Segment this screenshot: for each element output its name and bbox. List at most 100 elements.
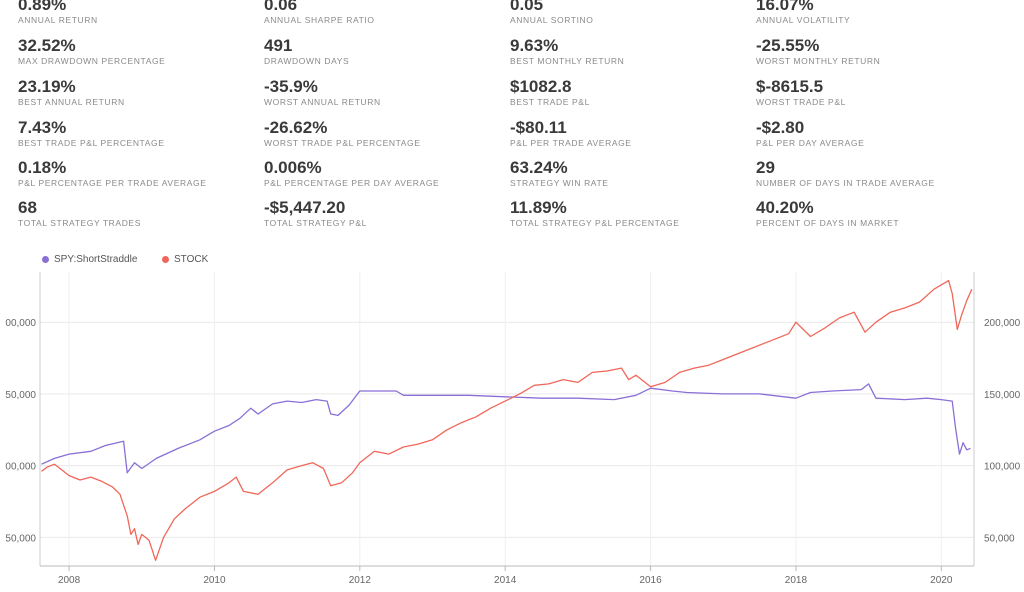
stat-value: 0.05 <box>510 0 544 14</box>
stat-label: NUMBER OF DAYS IN TRADE AVERAGE <box>756 178 935 188</box>
legend-dot-icon <box>162 255 169 263</box>
y-tick-label-right: 200,000 <box>984 318 1021 329</box>
stat-value: -$80.11 <box>510 118 567 137</box>
stat-label: WORST TRADE P&L PERCENTAGE <box>264 138 421 148</box>
legend-item-spy-shortstraddle[interactable]: SPY:ShortStraddle <box>42 252 137 269</box>
series-lines <box>41 279 973 561</box>
stat-drawdown-days: 491 DRAWDOWN DAYS <box>264 36 504 67</box>
stat-strategy-win-rate: 63.24% STRATEGY WIN RATE <box>510 158 750 189</box>
y-tick-label-right: 50,000 <box>984 533 1015 544</box>
stat-label: BEST TRADE P&L <box>510 97 590 107</box>
stat-label: ANNUAL SHARPE RATIO <box>264 15 375 25</box>
stat-best-trade-pl-percentage: 7.43% BEST TRADE P&L PERCENTAGE <box>18 118 258 149</box>
stats-grid: 0.89% ANNUAL RETURN 0.06 ANNUAL SHARPE R… <box>0 0 1024 240</box>
legend-label: STOCK <box>174 254 209 265</box>
stat-best-monthly-return: 9.63% BEST MONTHLY RETURN <box>510 36 750 67</box>
stat-value: 0.006% <box>264 158 322 177</box>
stat-value: -25.55% <box>756 36 820 55</box>
stat-label: TOTAL STRATEGY P&L PERCENTAGE <box>510 218 680 228</box>
y-tick-label-left: 50,000 <box>5 533 36 544</box>
series-line-stock <box>41 279 973 561</box>
stat-value: -26.62% <box>264 118 328 137</box>
stat-value: 32.52% <box>18 36 76 55</box>
stat-label: WORST MONTHLY RETURN <box>756 56 881 66</box>
stat-value: 29 <box>756 158 775 177</box>
stat-label: P&L PER TRADE AVERAGE <box>510 138 632 148</box>
stat-pl-per-day-average: -$2.80 P&L PER DAY AVERAGE <box>756 118 996 149</box>
stat-worst-trade-pl: $-8615.5 WORST TRADE P&L <box>756 77 996 108</box>
stat-value: 23.19% <box>18 77 76 96</box>
stat-label: P&L PERCENTAGE PER TRADE AVERAGE <box>18 178 207 188</box>
stat-pl-per-trade-average: -$80.11 P&L PER TRADE AVERAGE <box>510 118 750 149</box>
x-tick-label: 2010 <box>203 575 226 586</box>
x-tick-label: 2016 <box>639 575 662 586</box>
stat-total-strategy-pl-percentage: 11.89% TOTAL STRATEGY P&L PERCENTAGE <box>510 198 750 229</box>
equity-line-chart: 50,000 100,000 150,000 200,000 50,000 00,000 5… <box>5 272 1021 586</box>
stat-best-annual-return: 23.19% BEST ANNUAL RETURN <box>18 77 258 108</box>
stat-label: PERCENT OF DAYS IN MARKET <box>756 218 900 228</box>
stat-label: WORST ANNUAL RETURN <box>264 97 381 107</box>
stat-value: 0.06 <box>264 0 298 14</box>
stat-value: -$5,447.20 <box>264 198 346 217</box>
stat-label: WORST TRADE P&L <box>756 97 846 107</box>
stat-label: MAX DRAWDOWN PERCENTAGE <box>18 56 166 66</box>
stat-value: 11.89% <box>510 198 567 217</box>
stat-annual-sharpe-ratio: 0.06 ANNUAL SHARPE RATIO <box>264 0 504 26</box>
stat-value: 491 <box>264 36 293 55</box>
grid <box>40 272 974 571</box>
stat-value: 16.07% <box>756 0 814 14</box>
stat-label: TOTAL STRATEGY TRADES <box>18 218 141 228</box>
stat-percent-of-days-in-market: 40.20% PERCENT OF DAYS IN MARKET <box>756 198 996 229</box>
x-tick-label: 2020 <box>930 575 953 586</box>
stat-pl-percentage-per-day-average: 0.006% P&L PERCENTAGE PER DAY AVERAGE <box>264 158 504 189</box>
stat-annual-sortino: 0.05 ANNUAL SORTINO <box>510 0 750 26</box>
stat-value: 0.89% <box>18 0 67 14</box>
stat-pl-percentage-per-trade-average: 0.18% P&L PERCENTAGE PER TRADE AVERAGE <box>18 158 258 189</box>
stat-label: STRATEGY WIN RATE <box>510 178 609 188</box>
x-tick-label: 2018 <box>785 575 808 586</box>
x-tick-label: 2014 <box>494 575 517 586</box>
stat-days-in-trade-average: 29 NUMBER OF DAYS IN TRADE AVERAGE <box>756 158 996 189</box>
stat-total-strategy-pl: -$5,447.20 TOTAL STRATEGY P&L <box>264 198 504 229</box>
stat-label: BEST TRADE P&L PERCENTAGE <box>18 138 165 148</box>
stat-value: 7.43% <box>18 118 67 137</box>
stat-label: ANNUAL RETURN <box>18 15 98 25</box>
stat-value: -35.9% <box>264 77 318 96</box>
stat-value: 40.20% <box>756 198 814 217</box>
stat-worst-trade-pl-percentage: -26.62% WORST TRADE P&L PERCENTAGE <box>264 118 504 149</box>
y-tick-label-right: 100,000 <box>984 462 1021 473</box>
y-tick-label-left: 00,000 <box>5 318 36 329</box>
stat-best-trade-pl: $1082.8 BEST TRADE P&L <box>510 77 750 108</box>
stat-label: BEST MONTHLY RETURN <box>510 56 625 66</box>
stat-label: P&L PER DAY AVERAGE <box>756 138 865 148</box>
stat-value: $-8615.5 <box>756 77 824 96</box>
legend-dot-icon <box>42 255 49 263</box>
stat-value: 63.24% <box>510 158 568 177</box>
stat-worst-monthly-return: -25.55% WORST MONTHLY RETURN <box>756 36 996 67</box>
stat-label: ANNUAL SORTINO <box>510 15 594 25</box>
stat-label: DRAWDOWN DAYS <box>264 56 350 66</box>
stat-label: ANNUAL VOLATILITY <box>756 15 851 25</box>
y-tick-label-left: 50,000 <box>5 390 36 401</box>
stat-worst-annual-return: -35.9% WORST ANNUAL RETURN <box>264 77 504 108</box>
stat-total-strategy-trades: 68 TOTAL STRATEGY TRADES <box>18 198 258 229</box>
series-line-spy-shortstraddle <box>41 383 971 474</box>
legend-item-stock[interactable]: STOCK <box>162 252 208 269</box>
x-tick-label: 2008 <box>58 575 81 586</box>
stat-label: BEST ANNUAL RETURN <box>18 97 125 107</box>
stat-value: 9.63% <box>510 36 559 55</box>
stat-value: 0.18% <box>18 158 67 177</box>
stat-max-drawdown-percentage: 32.52% MAX DRAWDOWN PERCENTAGE <box>18 36 258 67</box>
legend-label: SPY:ShortStraddle <box>54 254 138 265</box>
axis-labels: 50,000 100,000 150,000 200,000 50,000 00,000 5… <box>5 318 1020 586</box>
x-tick-label: 2012 <box>349 575 372 586</box>
y-tick-label-left: 00,000 <box>5 462 36 473</box>
plot-frame <box>39 272 975 567</box>
stat-label: TOTAL STRATEGY P&L <box>264 218 367 228</box>
stat-value: $1082.8 <box>510 77 572 96</box>
stat-annual-volatility: 16.07% ANNUAL VOLATILITY <box>756 0 996 26</box>
y-tick-label-right: 150,000 <box>984 390 1021 401</box>
stat-annual-return: 0.89% ANNUAL RETURN <box>18 0 258 26</box>
stat-label: P&L PERCENTAGE PER DAY AVERAGE <box>264 178 440 188</box>
stat-value: 68 <box>18 198 37 217</box>
